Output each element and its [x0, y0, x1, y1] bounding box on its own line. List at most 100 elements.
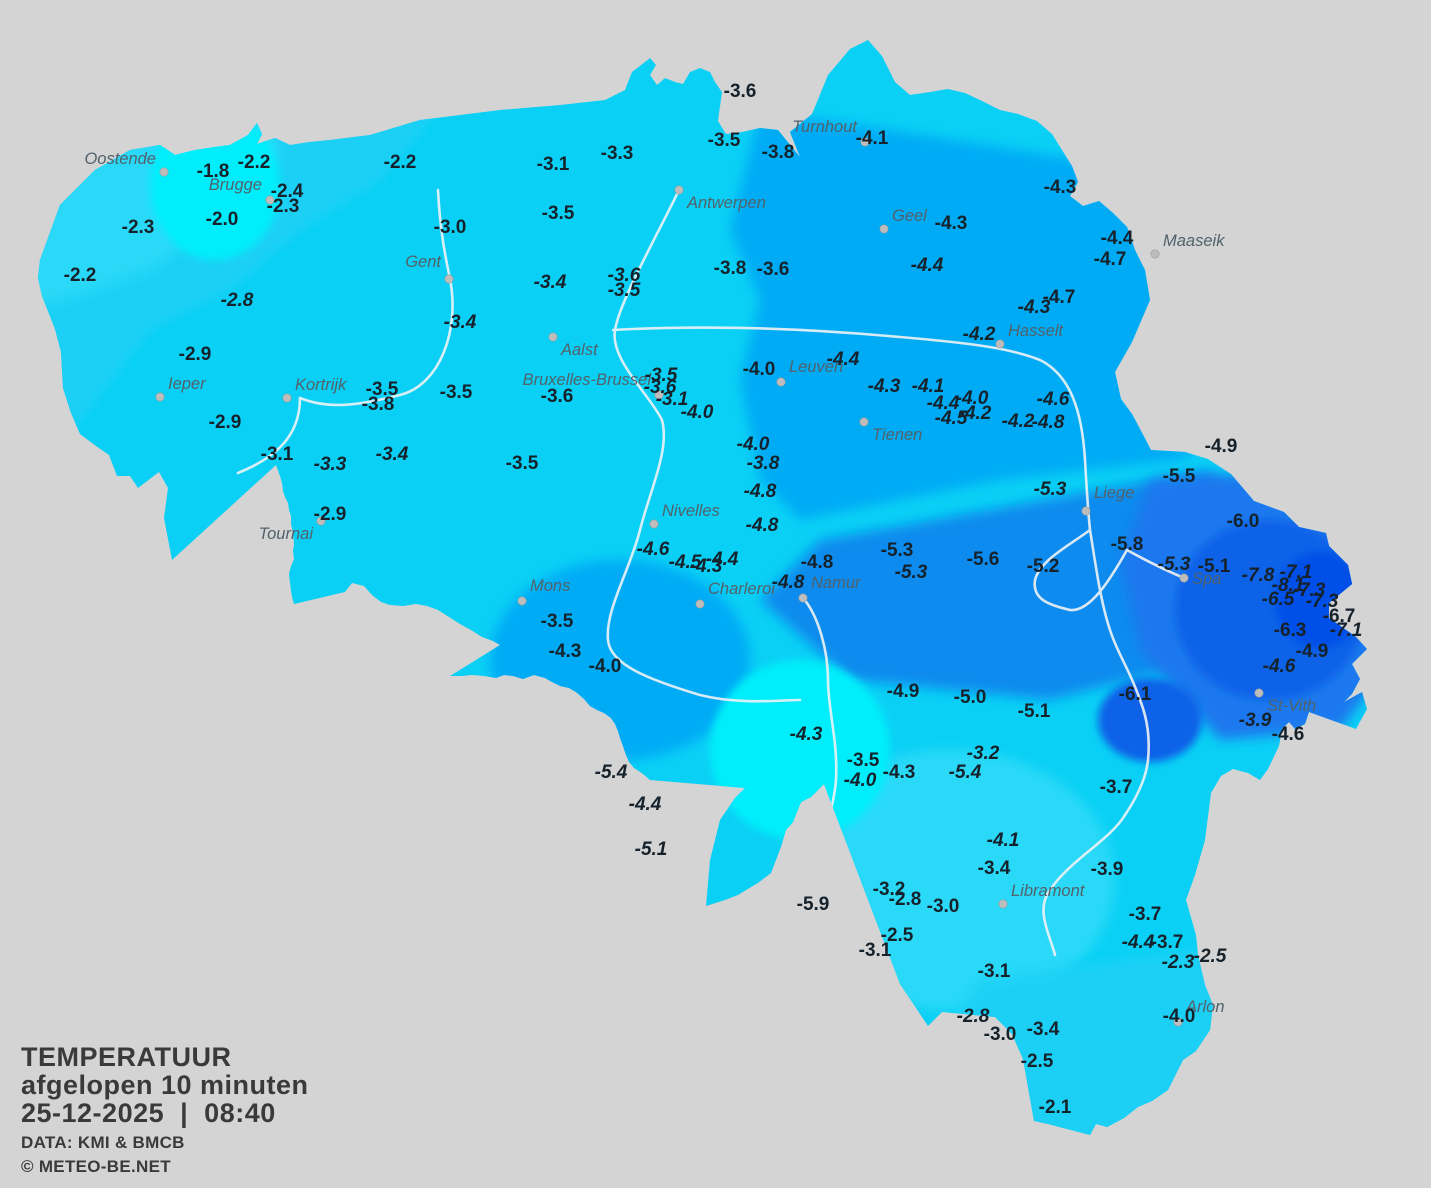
- svg-text:Namur: Namur: [811, 574, 862, 592]
- svg-text:-4.1: -4.1: [987, 830, 1020, 851]
- svg-text:TEMPERATUUR: TEMPERATUUR: [21, 1042, 232, 1072]
- svg-text:-4.6: -4.6: [1263, 656, 1296, 677]
- svg-text:-4.7: -4.7: [1094, 249, 1127, 270]
- svg-text:-4.4: -4.4: [911, 255, 944, 276]
- svg-text:-7.1: -7.1: [1330, 620, 1363, 641]
- svg-text:25-12-2025 | 08:40: 25-12-2025 | 08:40: [21, 1098, 276, 1128]
- svg-text:-3.8: -3.8: [362, 394, 395, 415]
- svg-text:-4.3: -4.3: [690, 556, 723, 577]
- svg-text:Ieper: Ieper: [168, 375, 207, 393]
- svg-text:-2.3: -2.3: [1162, 952, 1195, 973]
- svg-text:-3.7: -3.7: [1129, 904, 1162, 925]
- svg-text:-4.9: -4.9: [1205, 436, 1238, 457]
- svg-text:St-Vith: St-Vith: [1267, 697, 1316, 715]
- svg-text:-3.5: -3.5: [440, 382, 473, 403]
- svg-text:-2.3: -2.3: [122, 217, 155, 238]
- svg-text:Charleroi: Charleroi: [708, 580, 776, 598]
- svg-text:-3.6: -3.6: [757, 259, 790, 280]
- svg-text:-5.3: -5.3: [1158, 554, 1191, 575]
- svg-text:-4.3: -4.3: [868, 376, 901, 397]
- svg-text:-4.6: -4.6: [1037, 389, 1070, 410]
- svg-text:-2.8: -2.8: [957, 1006, 990, 1027]
- svg-text:-4.6: -4.6: [1272, 724, 1305, 745]
- svg-text:-3.5: -3.5: [541, 611, 574, 632]
- svg-text:-4.0: -4.0: [589, 656, 622, 677]
- svg-text:-3.8: -3.8: [747, 453, 780, 474]
- svg-text:-3.5: -3.5: [645, 365, 678, 386]
- svg-text:Antwerpen: Antwerpen: [686, 194, 766, 212]
- svg-text:Tournai: Tournai: [259, 525, 315, 543]
- svg-text:-4.4: -4.4: [827, 349, 860, 370]
- svg-text:-2.2: -2.2: [238, 152, 271, 173]
- svg-text:-2.9: -2.9: [209, 412, 242, 433]
- svg-text:-3.0: -3.0: [984, 1024, 1017, 1045]
- svg-text:-3.0: -3.0: [434, 217, 467, 238]
- svg-text:-5.4: -5.4: [949, 762, 982, 783]
- svg-text:-4.4: -4.4: [1101, 228, 1134, 249]
- svg-text:-6.0: -6.0: [1227, 511, 1260, 532]
- svg-text:© METEO-BE.NET: © METEO-BE.NET: [21, 1157, 171, 1176]
- svg-text:-2.9: -2.9: [314, 504, 347, 525]
- svg-text:-3.8: -3.8: [714, 258, 747, 279]
- svg-text:-7.8: -7.8: [1242, 565, 1275, 586]
- svg-text:-1.8: -1.8: [197, 161, 230, 182]
- svg-text:-4.8: -4.8: [746, 515, 779, 536]
- svg-text:-3.1: -3.1: [978, 961, 1011, 982]
- svg-text:-3.5: -3.5: [847, 750, 880, 771]
- svg-text:Geel: Geel: [892, 207, 928, 225]
- svg-text:-3.6: -3.6: [541, 386, 574, 407]
- svg-text:Liege: Liege: [1094, 484, 1134, 502]
- svg-text:-3.6: -3.6: [724, 81, 757, 102]
- svg-text:-3.4: -3.4: [534, 272, 567, 293]
- svg-text:-4.3: -4.3: [1018, 297, 1051, 318]
- svg-text:-4.2: -4.2: [963, 324, 996, 345]
- svg-text:-5.1: -5.1: [635, 839, 668, 860]
- svg-text:-5.4: -5.4: [595, 762, 628, 783]
- svg-text:-2.8: -2.8: [889, 889, 922, 910]
- svg-text:Nivelles: Nivelles: [662, 502, 720, 520]
- svg-text:Hasselt: Hasselt: [1008, 322, 1064, 340]
- svg-text:-3.5: -3.5: [542, 203, 575, 224]
- svg-text:-2.8: -2.8: [221, 290, 254, 311]
- svg-text:-4.0: -4.0: [1163, 1006, 1196, 1027]
- svg-text:-2.9: -2.9: [179, 344, 212, 365]
- svg-text:-3.1: -3.1: [261, 444, 294, 465]
- svg-text:-7.3: -7.3: [1306, 591, 1339, 612]
- svg-text:-2.2: -2.2: [384, 152, 417, 173]
- svg-text:-4.3: -4.3: [935, 213, 968, 234]
- svg-text:-4.9: -4.9: [1296, 641, 1329, 662]
- svg-text:-2.3: -2.3: [267, 196, 300, 217]
- svg-text:-2.0: -2.0: [206, 209, 239, 230]
- svg-text:-3.3: -3.3: [601, 143, 634, 164]
- svg-text:Aalst: Aalst: [560, 341, 599, 359]
- svg-text:-5.9: -5.9: [797, 894, 830, 915]
- svg-text:-4.6: -4.6: [637, 539, 670, 560]
- svg-text:-5.5: -5.5: [1163, 466, 1196, 487]
- svg-text:-6.5: -6.5: [1262, 589, 1295, 610]
- svg-text:-3.4: -3.4: [376, 444, 409, 465]
- svg-text:-2.5: -2.5: [1194, 946, 1227, 967]
- svg-text:-3.4: -3.4: [444, 312, 477, 333]
- svg-text:Kortrijk: Kortrijk: [295, 376, 347, 394]
- svg-text:-4.0: -4.0: [844, 770, 877, 791]
- svg-text:-3.8: -3.8: [762, 142, 795, 163]
- svg-text:-3.7: -3.7: [1151, 932, 1184, 953]
- svg-text:Maaseik: Maaseik: [1163, 232, 1225, 250]
- svg-text:-3.9: -3.9: [1239, 710, 1272, 731]
- svg-text:-3.1: -3.1: [859, 940, 892, 961]
- svg-text:-4.0: -4.0: [743, 359, 776, 380]
- svg-text:-4.3: -4.3: [790, 724, 823, 745]
- svg-text:-4.3: -4.3: [883, 762, 916, 783]
- svg-text:-2.5: -2.5: [1021, 1051, 1054, 1072]
- svg-text:-3.2: -3.2: [967, 743, 1000, 764]
- svg-text:-3.1: -3.1: [537, 154, 570, 175]
- svg-text:-5.1: -5.1: [1198, 556, 1231, 577]
- svg-text:Oostende: Oostende: [84, 150, 156, 168]
- svg-text:-3.0: -3.0: [927, 896, 960, 917]
- svg-text:-5.1: -5.1: [1018, 701, 1051, 722]
- svg-text:Libramont: Libramont: [1011, 882, 1086, 900]
- svg-text:-6.1: -6.1: [1119, 684, 1152, 705]
- svg-text:DATA: KMI & BMCB: DATA: KMI & BMCB: [21, 1133, 185, 1152]
- svg-text:-4.3: -4.3: [1044, 177, 1077, 198]
- svg-text:-5.0: -5.0: [954, 687, 987, 708]
